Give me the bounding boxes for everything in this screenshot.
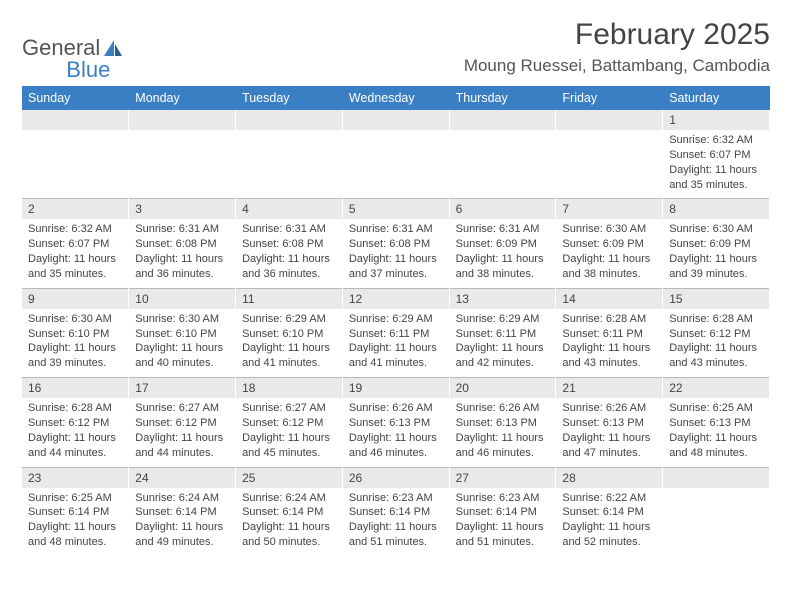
day-info-cell [22, 130, 129, 199]
day-info-cell: Sunrise: 6:30 AMSunset: 6:10 PMDaylight:… [129, 309, 236, 378]
day-number-cell: 1 [663, 110, 770, 130]
day-info-cell: Sunrise: 6:30 AMSunset: 6:09 PMDaylight:… [663, 219, 770, 288]
day-info-row: Sunrise: 6:30 AMSunset: 6:10 PMDaylight:… [22, 309, 770, 378]
day-info-cell [556, 130, 663, 199]
day-info-cell: Sunrise: 6:23 AMSunset: 6:14 PMDaylight:… [449, 488, 556, 556]
day-info-cell: Sunrise: 6:28 AMSunset: 6:12 PMDaylight:… [663, 309, 770, 378]
day-number-cell [556, 110, 663, 130]
day-info-cell: Sunrise: 6:23 AMSunset: 6:14 PMDaylight:… [342, 488, 449, 556]
day-number-row: 9101112131415 [22, 288, 770, 309]
day-number-cell: 26 [342, 467, 449, 488]
day-number-cell: 16 [22, 378, 129, 399]
day-number-cell: 6 [449, 199, 556, 220]
day-info-cell [129, 130, 236, 199]
logo: General Blue [22, 18, 148, 72]
day-info-cell: Sunrise: 6:30 AMSunset: 6:10 PMDaylight:… [22, 309, 129, 378]
day-info-cell: Sunrise: 6:25 AMSunset: 6:13 PMDaylight:… [663, 398, 770, 467]
day-number-cell [129, 110, 236, 130]
day-number-cell: 15 [663, 288, 770, 309]
day-number-cell [342, 110, 449, 130]
day-number-cell: 14 [556, 288, 663, 309]
day-header: Wednesday [342, 86, 449, 110]
day-number-cell: 18 [236, 378, 343, 399]
day-number-cell: 19 [342, 378, 449, 399]
day-info-cell [236, 130, 343, 199]
logo-sail-icon [102, 38, 124, 58]
day-info-row: Sunrise: 6:32 AMSunset: 6:07 PMDaylight:… [22, 219, 770, 288]
day-info-cell: Sunrise: 6:32 AMSunset: 6:07 PMDaylight:… [663, 130, 770, 199]
day-info-cell: Sunrise: 6:31 AMSunset: 6:08 PMDaylight:… [236, 219, 343, 288]
day-info-cell: Sunrise: 6:27 AMSunset: 6:12 PMDaylight:… [236, 398, 343, 467]
day-number-cell: 20 [449, 378, 556, 399]
day-number-cell: 2 [22, 199, 129, 220]
day-info-cell: Sunrise: 6:26 AMSunset: 6:13 PMDaylight:… [556, 398, 663, 467]
day-header: Tuesday [236, 86, 343, 110]
title-block: February 2025 Moung Ruessei, Battambang,… [464, 18, 770, 76]
day-header: Friday [556, 86, 663, 110]
day-number-cell: 8 [663, 199, 770, 220]
day-info-row: Sunrise: 6:25 AMSunset: 6:14 PMDaylight:… [22, 488, 770, 556]
day-header: Monday [129, 86, 236, 110]
day-header: Sunday [22, 86, 129, 110]
day-number-cell: 12 [342, 288, 449, 309]
day-info-cell: Sunrise: 6:31 AMSunset: 6:08 PMDaylight:… [129, 219, 236, 288]
day-info-cell: Sunrise: 6:31 AMSunset: 6:08 PMDaylight:… [342, 219, 449, 288]
calendar-table: SundayMondayTuesdayWednesdayThursdayFrid… [22, 86, 770, 556]
day-number-cell: 17 [129, 378, 236, 399]
day-number-cell: 3 [129, 199, 236, 220]
day-number-cell [449, 110, 556, 130]
day-info-cell: Sunrise: 6:30 AMSunset: 6:09 PMDaylight:… [556, 219, 663, 288]
day-info-cell: Sunrise: 6:29 AMSunset: 6:10 PMDaylight:… [236, 309, 343, 378]
day-number-row: 2345678 [22, 199, 770, 220]
day-number-row: 1 [22, 110, 770, 130]
day-number-cell [236, 110, 343, 130]
day-info-cell: Sunrise: 6:22 AMSunset: 6:14 PMDaylight:… [556, 488, 663, 556]
day-header: Thursday [449, 86, 556, 110]
day-info-cell: Sunrise: 6:31 AMSunset: 6:09 PMDaylight:… [449, 219, 556, 288]
day-number-cell [22, 110, 129, 130]
day-number-cell: 25 [236, 467, 343, 488]
day-info-cell [449, 130, 556, 199]
day-number-cell: 13 [449, 288, 556, 309]
day-info-cell: Sunrise: 6:24 AMSunset: 6:14 PMDaylight:… [129, 488, 236, 556]
day-info-cell: Sunrise: 6:26 AMSunset: 6:13 PMDaylight:… [342, 398, 449, 467]
day-number-cell: 23 [22, 467, 129, 488]
day-number-cell [663, 467, 770, 488]
day-number-cell: 24 [129, 467, 236, 488]
day-number-cell: 11 [236, 288, 343, 309]
day-info-cell [342, 130, 449, 199]
day-info-cell: Sunrise: 6:32 AMSunset: 6:07 PMDaylight:… [22, 219, 129, 288]
day-header-row: SundayMondayTuesdayWednesdayThursdayFrid… [22, 86, 770, 110]
day-info-cell: Sunrise: 6:28 AMSunset: 6:11 PMDaylight:… [556, 309, 663, 378]
day-info-cell: Sunrise: 6:28 AMSunset: 6:12 PMDaylight:… [22, 398, 129, 467]
day-info-cell: Sunrise: 6:26 AMSunset: 6:13 PMDaylight:… [449, 398, 556, 467]
page-title: February 2025 [464, 18, 770, 52]
day-number-cell: 27 [449, 467, 556, 488]
day-number-cell: 5 [342, 199, 449, 220]
day-number-cell: 4 [236, 199, 343, 220]
day-info-cell: Sunrise: 6:25 AMSunset: 6:14 PMDaylight:… [22, 488, 129, 556]
day-number-cell: 10 [129, 288, 236, 309]
day-info-cell: Sunrise: 6:24 AMSunset: 6:14 PMDaylight:… [236, 488, 343, 556]
day-info-cell: Sunrise: 6:29 AMSunset: 6:11 PMDaylight:… [449, 309, 556, 378]
day-number-row: 16171819202122 [22, 378, 770, 399]
location-text: Moung Ruessei, Battambang, Cambodia [464, 56, 770, 76]
day-number-cell: 7 [556, 199, 663, 220]
day-number-cell: 21 [556, 378, 663, 399]
header: General Blue February 2025 Moung Ruessei… [22, 18, 770, 76]
day-info-row: Sunrise: 6:32 AMSunset: 6:07 PMDaylight:… [22, 130, 770, 199]
logo-text-blue: Blue [66, 57, 110, 83]
day-number-cell: 22 [663, 378, 770, 399]
day-header: Saturday [663, 86, 770, 110]
day-info-cell: Sunrise: 6:29 AMSunset: 6:11 PMDaylight:… [342, 309, 449, 378]
day-info-cell: Sunrise: 6:27 AMSunset: 6:12 PMDaylight:… [129, 398, 236, 467]
day-number-cell: 28 [556, 467, 663, 488]
day-info-cell [663, 488, 770, 556]
day-info-row: Sunrise: 6:28 AMSunset: 6:12 PMDaylight:… [22, 398, 770, 467]
day-number-cell: 9 [22, 288, 129, 309]
day-number-row: 232425262728 [22, 467, 770, 488]
